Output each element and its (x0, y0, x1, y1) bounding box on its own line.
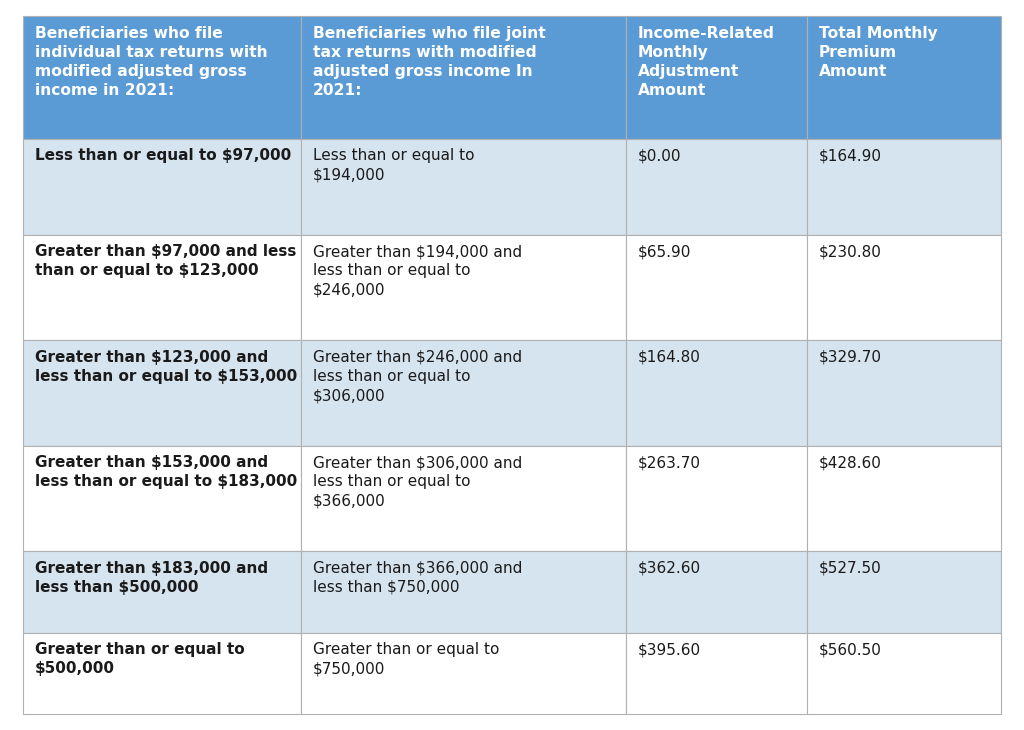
Bar (301, 551, 626, 633)
Text: Greater than or equal to
$750,000: Greater than or equal to $750,000 (313, 642, 500, 676)
Bar (626, 551, 807, 633)
Text: Greater than $306,000 and
less than or equal to
$366,000: Greater than $306,000 and less than or e… (313, 455, 522, 509)
Bar (301, 340, 626, 445)
Bar (807, 139, 1001, 234)
Bar (807, 551, 1001, 633)
Text: Greater than $366,000 and
less than $750,000: Greater than $366,000 and less than $750… (313, 561, 522, 595)
Text: Greater than $97,000 and less
than or equal to $123,000: Greater than $97,000 and less than or eq… (35, 244, 296, 278)
Bar (23, 445, 301, 551)
Text: $164.90: $164.90 (819, 148, 882, 164)
Bar (626, 445, 807, 551)
Text: Greater than $194,000 and
less than or equal to
$246,000: Greater than $194,000 and less than or e… (313, 244, 522, 298)
Bar (23, 340, 301, 445)
Bar (807, 633, 1001, 714)
Text: $362.60: $362.60 (638, 561, 701, 576)
Text: Greater than $246,000 and
less than or equal to
$306,000: Greater than $246,000 and less than or e… (313, 350, 522, 403)
Text: Greater than or equal to
$500,000: Greater than or equal to $500,000 (35, 642, 245, 676)
Bar (23, 16, 301, 139)
Text: $65.90: $65.90 (638, 244, 691, 259)
Bar (23, 234, 301, 340)
Bar (301, 633, 626, 714)
Text: Greater than $183,000 and
less than $500,000: Greater than $183,000 and less than $500… (35, 561, 268, 595)
Bar (23, 139, 301, 234)
Text: Less than or equal to
$194,000: Less than or equal to $194,000 (313, 148, 474, 182)
Text: $527.50: $527.50 (819, 561, 882, 576)
Text: $560.50: $560.50 (819, 642, 882, 657)
Text: $263.70: $263.70 (638, 455, 700, 470)
Text: $0.00: $0.00 (638, 148, 681, 164)
Text: Beneficiaries who file
individual tax returns with
modified adjusted gross
incom: Beneficiaries who file individual tax re… (35, 26, 267, 98)
Bar (301, 445, 626, 551)
Bar (626, 340, 807, 445)
Text: Beneficiaries who file joint
tax returns with modified
adjusted gross income In
: Beneficiaries who file joint tax returns… (313, 26, 546, 98)
Bar (626, 16, 807, 139)
Bar (301, 16, 626, 139)
Bar (626, 633, 807, 714)
Bar (23, 633, 301, 714)
Text: Total Monthly
Premium
Amount: Total Monthly Premium Amount (819, 26, 938, 79)
Bar (807, 445, 1001, 551)
Text: $230.80: $230.80 (819, 244, 882, 259)
Text: Less than or equal to $97,000: Less than or equal to $97,000 (35, 148, 291, 164)
Text: Income-Related
Monthly
Adjustment
Amount: Income-Related Monthly Adjustment Amount (638, 26, 775, 98)
Text: Greater than $123,000 and
less than or equal to $153,000: Greater than $123,000 and less than or e… (35, 350, 297, 384)
Text: $329.70: $329.70 (819, 350, 882, 364)
Text: $395.60: $395.60 (638, 642, 701, 657)
Bar (626, 234, 807, 340)
Bar (807, 340, 1001, 445)
Bar (626, 139, 807, 234)
Text: $164.80: $164.80 (638, 350, 700, 364)
Bar (301, 234, 626, 340)
Text: Greater than $153,000 and
less than or equal to $183,000: Greater than $153,000 and less than or e… (35, 455, 297, 489)
Bar (807, 234, 1001, 340)
Bar (301, 139, 626, 234)
Bar (23, 551, 301, 633)
Text: $428.60: $428.60 (819, 455, 882, 470)
Bar (807, 16, 1001, 139)
